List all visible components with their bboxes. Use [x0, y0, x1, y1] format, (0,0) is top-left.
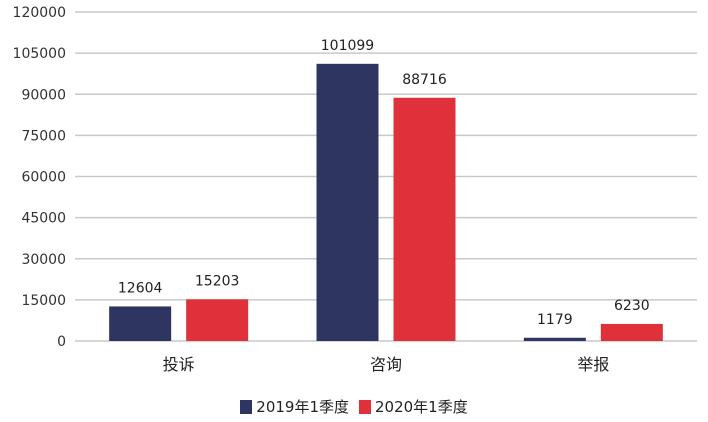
data-label: 1179 [537, 312, 573, 328]
bar-chart: 0 15000 30000 45000 60000 75000 90000 105000 120… [13, 5, 697, 374]
y-tick-label: 75000 [21, 128, 66, 144]
data-label: 15203 [195, 273, 240, 289]
legend-label-2020: 2020年1季度 [375, 398, 468, 416]
y-tick-label: 15000 [21, 293, 66, 309]
bar-2020 [186, 299, 249, 341]
y-tick-label: 90000 [21, 87, 66, 103]
y-tick-label: 120000 [13, 5, 66, 21]
x-tick-label: 投诉 [163, 355, 195, 374]
y-tick-label: 0 [57, 334, 66, 350]
data-label: 12604 [118, 280, 163, 296]
y-tick-label: 30000 [21, 252, 66, 268]
data-label: 101099 [321, 38, 374, 54]
bar-2019 [316, 63, 379, 341]
x-tick-label: 咨询 [370, 355, 402, 374]
legend-item-2020: 2020年1季度 [359, 396, 468, 417]
legend-swatch-2020 [359, 399, 371, 414]
bar-2019 [523, 337, 586, 341]
y-tick-label: 45000 [21, 211, 66, 227]
legend-swatch-2019 [240, 399, 253, 414]
bar-2019 [109, 306, 172, 341]
x-tick-label: 举报 [577, 355, 609, 374]
bar-2020 [393, 97, 456, 342]
legend-label-2019: 2019年1季度 [256, 398, 349, 416]
y-tick-label: 105000 [13, 46, 66, 62]
legend-item-2019: 2019年1季度 [240, 396, 349, 417]
data-label: 6230 [614, 298, 650, 314]
bar-2020 [600, 323, 663, 341]
legend: 2019年1季度 2020年1季度 [0, 396, 708, 417]
y-tick-label: 60000 [21, 170, 66, 186]
data-label: 88716 [402, 72, 447, 88]
